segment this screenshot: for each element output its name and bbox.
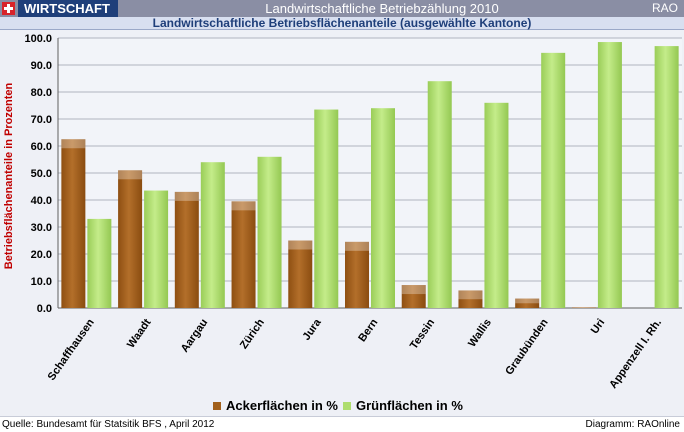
- x-tick-label: Aargau: [179, 317, 211, 355]
- bar-ackerflaechen: [288, 240, 313, 308]
- bar-ackerflaechen: [231, 201, 256, 308]
- bar-highlight: [401, 285, 426, 295]
- x-tick-label: Uri: [589, 317, 608, 336]
- bar-highlight: [174, 191, 199, 201]
- bar-ackerflaechen: [458, 290, 483, 308]
- x-tick-label: Wallis: [466, 317, 494, 350]
- x-tick-label: Zürich: [238, 317, 267, 352]
- chart-area: Betriebsflächenanteile in Prozenten 0.0 1…: [0, 30, 684, 416]
- swiss-flag-icon: [2, 2, 15, 15]
- y-tick-label: 50.0: [31, 168, 52, 180]
- bar-gruenflaechen: [484, 102, 509, 308]
- legend-label: Ackerflächen in %: [226, 398, 338, 413]
- y-tick-label: 20.0: [31, 249, 52, 261]
- legend-swatch: [213, 402, 221, 410]
- bar-gruenflaechen: [371, 108, 395, 308]
- bar-gruenflaechen: [427, 81, 452, 308]
- bar-ackerflaechen: [61, 139, 86, 308]
- top-banner: WIRTSCHAFT Landwirtschaftliche Betriebzä…: [0, 0, 684, 17]
- bar-highlight: [118, 170, 143, 180]
- y-tick-label: 80.0: [31, 87, 52, 99]
- x-tick-label: Jura: [301, 316, 325, 343]
- y-tick-label: 30.0: [31, 222, 52, 234]
- bar-gruenflaechen: [541, 52, 566, 308]
- y-tick-label: 100.0: [24, 33, 52, 45]
- x-tick-label: Waadt: [125, 317, 154, 351]
- bar-ackerflaechen: [118, 170, 143, 308]
- y-tick-label: 60.0: [31, 141, 52, 153]
- legend-swatch: [343, 402, 351, 410]
- bar-highlight: [61, 139, 86, 149]
- x-tick-label: Appenzell I. Rh.: [607, 317, 664, 391]
- bar-ackerflaechen: [174, 191, 199, 308]
- diagram-credit: Diagramm: RAOnline: [585, 419, 680, 430]
- bar-gruenflaechen: [87, 218, 112, 308]
- bar-highlight: [345, 241, 369, 251]
- bar-gruenflaechen: [314, 109, 339, 308]
- y-tick-label: 0.0: [37, 303, 52, 315]
- bar-highlight: [515, 298, 540, 304]
- x-tick-label: Bern: [356, 317, 380, 345]
- bar-ackerflaechen: [515, 298, 540, 308]
- bar-ackerflaechen: [345, 241, 369, 308]
- y-tick-label: 70.0: [31, 114, 52, 126]
- legend-label: Grünflächen in %: [356, 398, 463, 413]
- bar-highlight: [231, 201, 256, 211]
- bar-ackerflaechen: [571, 307, 596, 308]
- section-label[interactable]: WIRTSCHAFT: [18, 0, 118, 17]
- y-axis-label: Betriebsflächenanteile in Prozenten: [3, 83, 15, 270]
- bar-highlight: [288, 240, 313, 250]
- x-tick-label: Graubünden: [503, 317, 550, 378]
- bar-highlight: [458, 290, 483, 300]
- footer: Quelle: Bundesamt für Statsitik BFS , Ap…: [0, 416, 684, 432]
- bar-gruenflaechen: [144, 190, 169, 308]
- brand-logo[interactable]: RAO: [651, 1, 678, 15]
- x-tick-label: Tessin: [408, 317, 438, 352]
- y-tick-label: 10.0: [31, 276, 52, 288]
- y-tick-label: 90.0: [31, 60, 52, 72]
- x-tick-label: Schaffhausen: [46, 317, 97, 383]
- bar-gruenflaechen: [200, 162, 225, 308]
- bar-ackerflaechen: [401, 285, 426, 308]
- y-tick-label: 40.0: [31, 195, 52, 207]
- bar-gruenflaechen: [257, 156, 282, 308]
- bar-chart: Betriebsflächenanteile in Prozenten 0.0 1…: [3, 33, 682, 413]
- chart-title: Landwirtschaftliche Betriebsflächenantei…: [0, 17, 684, 30]
- bar-gruenflaechen: [654, 46, 679, 308]
- bar-gruenflaechen: [597, 42, 622, 309]
- source-note: Quelle: Bundesamt für Statsitik BFS , Ap…: [2, 419, 215, 430]
- page-title: Landwirtschaftliche Betriebzählung 2010: [265, 1, 499, 16]
